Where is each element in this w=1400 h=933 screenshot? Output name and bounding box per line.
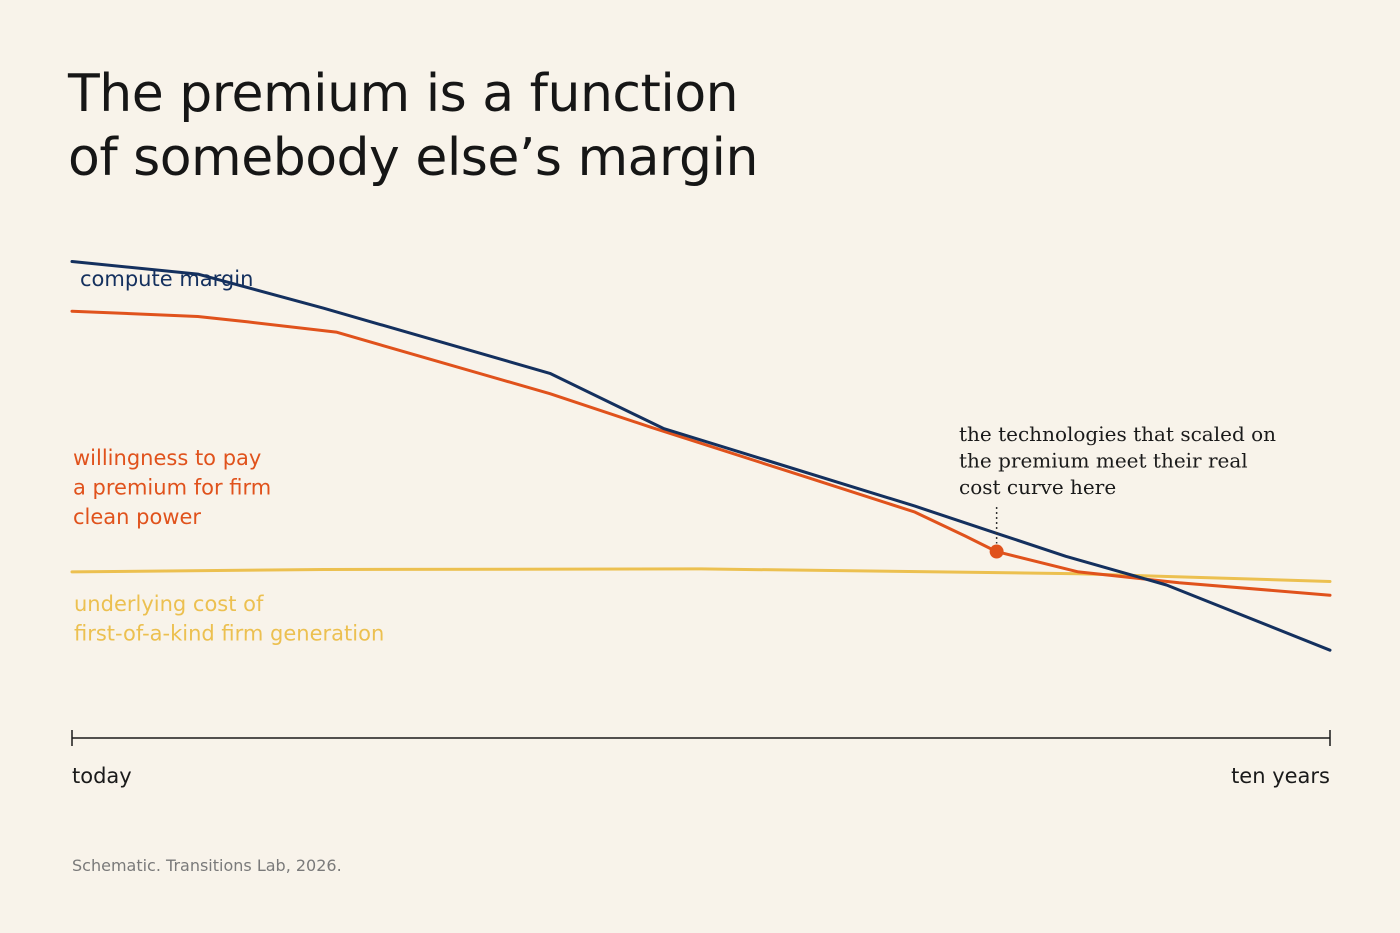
series-label-line: a premium for firm xyxy=(73,476,271,500)
chart-title-line-2: of somebody else’s margin xyxy=(68,128,758,188)
series-label-line: compute margin xyxy=(80,267,253,291)
series-label-compute-margin: compute margin xyxy=(80,267,253,291)
annotation-text: the technologies that scaled on the premi… xyxy=(959,422,1276,499)
series-label-line: willingness to pay xyxy=(73,446,261,470)
chart-title-line-1: The premium is a function xyxy=(68,64,739,124)
annotation-text-line: cost curve here xyxy=(959,475,1116,499)
source-note: Schematic. Transitions Lab, 2026. xyxy=(72,856,342,875)
series-line-willingness-to-pay xyxy=(70,309,1332,597)
x-tick-label-end: ten years xyxy=(1231,764,1330,788)
annotation-text-line: the technologies that scaled on xyxy=(959,422,1276,446)
series-line-underlying-cost xyxy=(70,567,1332,583)
series-label-line: underlying cost of xyxy=(74,592,264,616)
chart-title: The premium is a function of somebody el… xyxy=(68,62,968,190)
series-label-line: clean power xyxy=(73,505,201,529)
annotation-text-line: the premium meet their real xyxy=(959,449,1248,473)
series-label-underlying-cost: underlying cost of first-of-a-kind firm g… xyxy=(74,592,384,646)
annotation-point xyxy=(989,544,1004,559)
series-label-line: first-of-a-kind firm generation xyxy=(74,622,384,646)
x-tick-label-start: today xyxy=(72,764,132,788)
series-label-willingness-to-pay: willingness to pay a premium for firm clea… xyxy=(73,446,271,529)
series-line-compute-margin xyxy=(70,260,1332,652)
